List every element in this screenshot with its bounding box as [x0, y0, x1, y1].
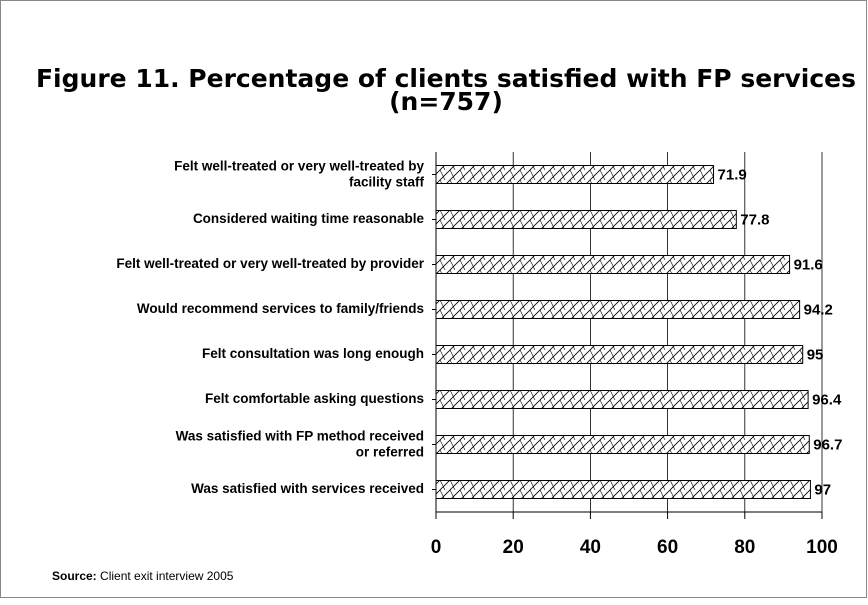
bar — [435, 210, 737, 229]
bar — [435, 255, 791, 274]
source-text: Client exit interview 2005 — [100, 569, 234, 583]
value-label: 94.2 — [804, 301, 833, 318]
bar — [435, 390, 809, 409]
y-tick-label: Felt comfortable asking questions — [205, 391, 424, 406]
value-label: 96.7 — [813, 436, 842, 453]
value-label: 77.8 — [740, 211, 769, 228]
y-tick-label: Was satisfied with FP method received or … — [176, 428, 424, 459]
y-tick-label: Considered waiting time reasonable — [193, 211, 425, 226]
x-tick-label: 20 — [503, 537, 524, 558]
value-label: 96.4 — [812, 391, 842, 408]
y-tick-label: Would recommend services to family/frien… — [137, 301, 424, 316]
x-tick-label: 0 — [431, 537, 442, 558]
source: Source: Client exit interview 2005 — [52, 569, 234, 583]
bar — [435, 165, 715, 184]
value-label: 71.9 — [718, 166, 747, 183]
x-tick-label: 100 — [806, 537, 838, 558]
x-tick-label: 60 — [657, 537, 678, 558]
chart-subtitle: (n=757) — [389, 87, 503, 116]
y-tick-label: Felt well-treated or very well-treated b… — [174, 158, 424, 189]
x-tick-label: 80 — [734, 537, 755, 558]
bar — [435, 345, 804, 364]
x-tick-label: 40 — [580, 537, 601, 558]
value-label: 91.6 — [794, 256, 823, 273]
bar — [435, 435, 810, 454]
y-tick-label: Was satisfied with services received — [191, 481, 424, 496]
value-label: 95 — [807, 346, 824, 363]
chart-title: Figure 11. Percentage of clients satisfi… — [36, 64, 856, 93]
y-tick-label: Felt well-treated or very well-treated b… — [116, 256, 424, 271]
source-label: Source: — [52, 569, 97, 583]
value-label: 97 — [814, 481, 831, 498]
bar — [435, 480, 811, 499]
y-tick-label: Felt consultation was long enough — [202, 346, 424, 361]
bar — [435, 300, 801, 319]
